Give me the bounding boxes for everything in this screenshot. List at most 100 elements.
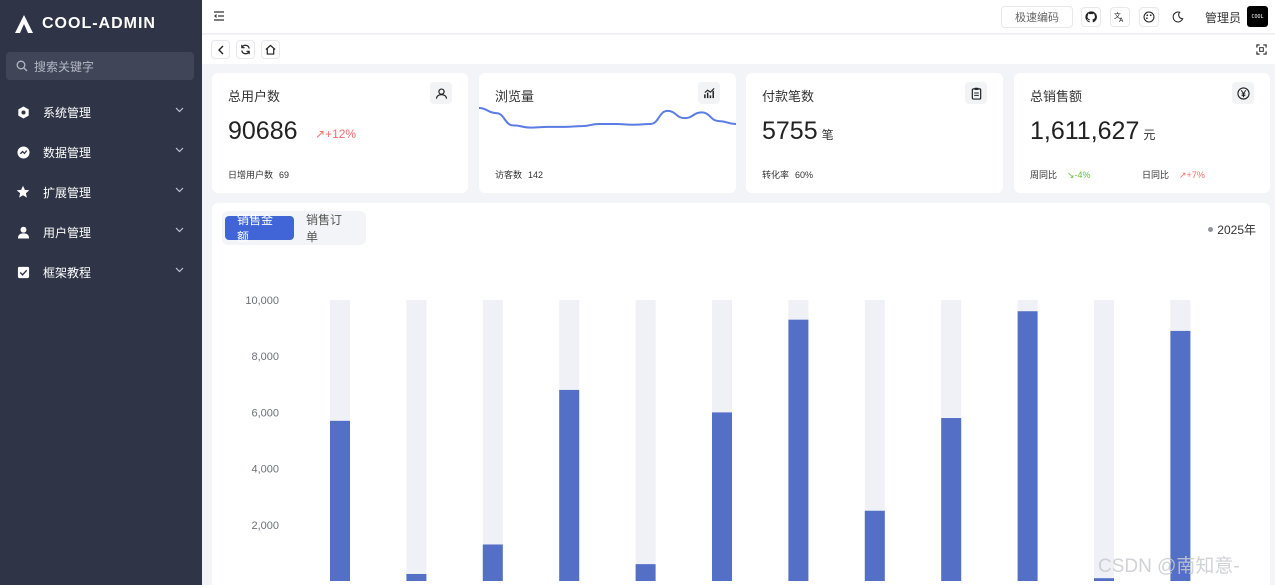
refresh-button[interactable]	[236, 40, 255, 59]
y-tick-label: 6,000	[251, 407, 279, 419]
card-footer: 日增用户数 69	[228, 168, 289, 181]
data-icon	[16, 145, 30, 159]
payments-value-row: 5755 笔	[762, 117, 834, 146]
chevron-down-icon	[175, 227, 184, 233]
fast-code-button[interactable]: 极速编码	[1001, 6, 1073, 28]
sales-bar[interactable]	[864, 510, 885, 581]
bar-background	[406, 300, 427, 581]
app-logo[interactable]: COOL-ADMIN	[0, 0, 202, 48]
total-sales-card: 总销售额 1,611,627 元 周同比 ↘-4% 日同比 ↗+7%	[1014, 73, 1270, 193]
settings-icon	[16, 105, 30, 119]
conversion-label: 转化率	[762, 170, 790, 180]
sales-bar[interactable]	[1094, 578, 1114, 581]
year-dot	[1208, 227, 1214, 232]
card-footer: 转化率 60%	[762, 168, 813, 181]
sidebar-item-label: 数据管理	[43, 145, 92, 160]
admin-name[interactable]: 管理员	[1205, 11, 1242, 25]
sidebar-search-input[interactable]: 搜索关键字	[6, 52, 194, 80]
avatar[interactable]: COOL	[1247, 6, 1268, 27]
card-footer: 周同比 ↘-4%	[1030, 168, 1091, 181]
sidebar-item-system[interactable]: 系统管理	[0, 92, 202, 132]
sales-bar[interactable]	[330, 420, 350, 581]
clipboard-icon	[965, 82, 987, 104]
sidebar-item-users[interactable]: 用户管理	[0, 212, 202, 252]
tab-sales-orders[interactable]: 销售订单	[306, 213, 343, 244]
chevron-down-icon	[175, 147, 184, 153]
back-button[interactable]	[211, 40, 230, 59]
card-footer: 访客数 142	[495, 168, 543, 181]
sales-bar-chart: 10,000 8,000 6,000 4,000 2,000	[245, 295, 1191, 581]
week-compare-value: ↘-4%	[1067, 170, 1091, 180]
sidebar-item-label: 系统管理	[43, 105, 92, 120]
sidebar-item-tutorial[interactable]: 框架教程	[0, 252, 202, 292]
sales-bar[interactable]	[482, 544, 503, 581]
sales-bar[interactable]	[788, 319, 809, 581]
refresh-icon	[241, 44, 250, 55]
y-tick-label: 4,000	[251, 464, 279, 476]
sidebar: COOL-ADMIN 搜索关键字 系统管理 数据管理 扩展管理 用户管理 框架教…	[0, 0, 202, 585]
sales-bar[interactable]	[1170, 330, 1191, 581]
day-compare-value: ↗+7%	[1179, 170, 1205, 180]
process-bar	[202, 35, 1275, 64]
card-footer-day: 日同比 ↗+7%	[1142, 168, 1205, 181]
chevron-down-icon	[175, 267, 184, 273]
page-views-sparkline	[479, 107, 736, 129]
fast-code-label: 极速编码	[1015, 12, 1059, 24]
daily-new-users-value: 69	[279, 170, 290, 180]
github-icon[interactable]	[1081, 7, 1101, 27]
sales-bar[interactable]	[712, 412, 732, 581]
sales-chart-panel: 10,000 8,000 6,000 4,000 2,000 销售金额 销售订单 202…	[212, 203, 1270, 585]
app-name: COOL-ADMIN	[42, 15, 156, 32]
chart-icon	[698, 82, 720, 104]
home-icon	[265, 44, 276, 55]
total-sales-value: 1,611,627	[1030, 117, 1140, 145]
total-users-value: 90686	[228, 117, 298, 145]
sidebar-item-extension[interactable]: 扩展管理	[0, 172, 202, 212]
card-title: 付款笔数	[762, 89, 815, 104]
total-sales-value-row: 1,611,627 元	[1030, 117, 1155, 146]
sales-bar[interactable]	[406, 573, 427, 581]
sidebar-item-label: 用户管理	[43, 225, 92, 240]
sparkline-series	[479, 107, 736, 129]
home-button[interactable]	[261, 40, 280, 59]
search-icon	[16, 60, 28, 72]
fullscreen-icon	[1256, 44, 1267, 55]
chevron-down-icon	[175, 187, 184, 193]
total-sales-unit: 元	[1143, 128, 1156, 142]
dark-mode-icon[interactable]	[1168, 7, 1188, 27]
palette-icon[interactable]	[1139, 7, 1159, 27]
avatar-text: COOL	[1251, 13, 1264, 20]
logo-icon	[15, 15, 33, 33]
payments-unit: 笔	[821, 128, 834, 142]
total-users-card: 总用户数 90686 ↗+12% 日增用户数 69	[212, 73, 468, 193]
users-icon	[430, 82, 452, 104]
sidebar-item-data[interactable]: 数据管理	[0, 132, 202, 172]
conversion-value: 60%	[795, 170, 814, 180]
page-views-card: 浏览量 访客数 142	[479, 73, 736, 193]
week-compare-label: 周同比	[1030, 170, 1058, 180]
day-compare-label: 日同比	[1142, 170, 1170, 180]
y-tick-label: 10,000	[245, 295, 279, 307]
users-trend: ↗+12%	[315, 127, 357, 141]
tab-sales-amount[interactable]: 销售金额	[225, 213, 294, 244]
payments-card: 付款笔数 5755 笔 转化率 60%	[746, 73, 1003, 193]
yen-icon	[1232, 82, 1254, 104]
chevron-left-icon	[217, 45, 223, 54]
svg-text:文: 文	[1114, 11, 1121, 20]
bar-background	[635, 300, 656, 581]
sales-bar[interactable]	[1017, 311, 1038, 581]
fullscreen-button[interactable]	[1252, 40, 1271, 59]
y-tick-label: 2,000	[251, 520, 279, 532]
card-title: 总用户数	[228, 89, 281, 104]
search-placeholder: 搜索关键字	[34, 59, 95, 74]
card-title: 总销售额	[1030, 89, 1083, 104]
bar-background	[1094, 300, 1114, 581]
menu-fold-icon[interactable]	[212, 9, 226, 23]
sales-bar[interactable]	[941, 418, 962, 581]
sales-bar[interactable]	[635, 564, 656, 581]
bar-background	[482, 300, 503, 581]
year-selector[interactable]: 2025年	[1208, 221, 1256, 238]
sales-bar[interactable]	[559, 389, 580, 581]
